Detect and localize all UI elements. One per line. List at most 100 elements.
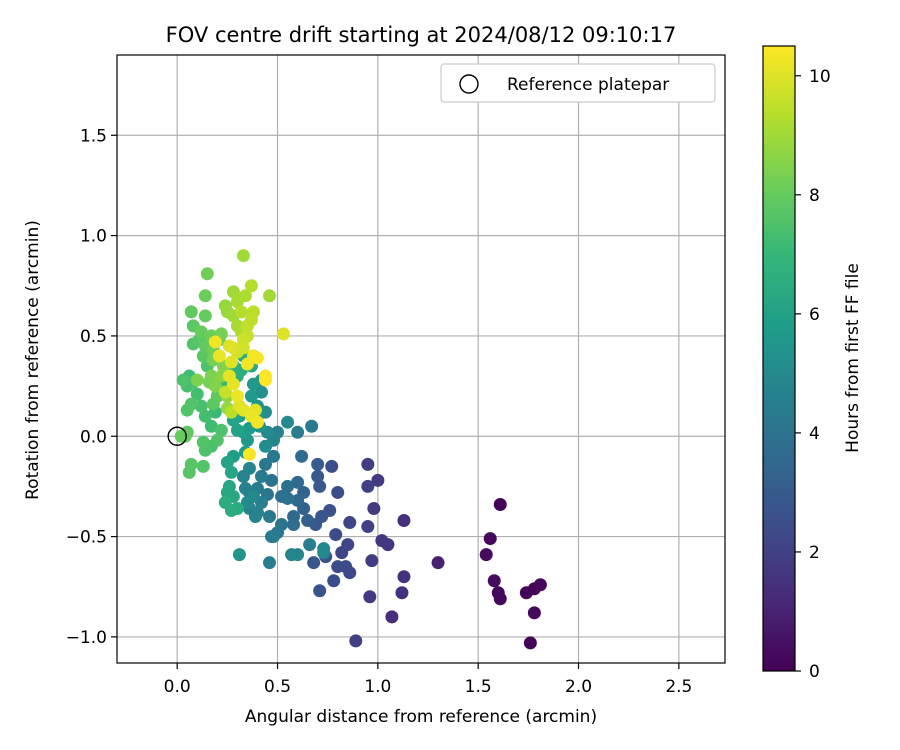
colorbar-tick-label: 8 xyxy=(809,186,820,206)
scatter-point xyxy=(226,377,240,391)
y-axis-label: Rotation from reference (arcmin) xyxy=(23,220,43,500)
scatter-point xyxy=(367,501,381,515)
y-tick-label: 0.0 xyxy=(80,427,107,447)
scatter-point xyxy=(275,489,289,503)
scatter-point xyxy=(176,373,190,387)
scatter-point xyxy=(349,634,363,648)
scatter-point xyxy=(343,516,357,530)
x-tick-label: 2.5 xyxy=(665,677,692,697)
legend-reference-label: Reference platepar xyxy=(507,75,669,95)
x-axis-label: Angular distance from reference (arcmin) xyxy=(245,707,597,727)
scatter-point xyxy=(263,510,277,524)
scatter-point xyxy=(184,305,198,319)
scatter-point xyxy=(487,574,501,588)
scatter-point xyxy=(307,556,321,570)
scatter-point xyxy=(335,546,349,560)
scatter-point xyxy=(303,538,317,552)
scatter-point xyxy=(329,528,343,542)
scatter-point xyxy=(385,610,399,624)
scatter-point xyxy=(361,520,375,534)
x-tick-label: 1.0 xyxy=(364,677,391,697)
scatter-point xyxy=(331,560,345,574)
scatter-point xyxy=(287,518,301,532)
scatter-point xyxy=(483,532,497,546)
legend: Reference platepar xyxy=(440,63,716,103)
scatter-point xyxy=(258,457,272,471)
x-tick-label: 0.5 xyxy=(264,677,291,697)
scatter-point xyxy=(291,475,305,489)
scatter-point xyxy=(311,457,325,471)
scatter-point xyxy=(218,385,232,399)
scatter-point xyxy=(265,473,279,487)
reference-platepar-marker xyxy=(167,426,187,446)
scatter-point xyxy=(182,465,196,479)
scatter-point xyxy=(277,327,291,341)
colorbar-label: Hours from first FF file xyxy=(843,263,863,453)
scatter-point xyxy=(204,369,218,383)
scatter-point xyxy=(395,586,409,600)
scatter-point xyxy=(230,423,244,437)
scatter-point xyxy=(493,592,507,606)
scatter-point xyxy=(190,373,204,387)
scatter-point xyxy=(200,267,214,281)
y-tick-label: 1.5 xyxy=(80,126,107,146)
scatter-point xyxy=(311,469,325,483)
scatter-point xyxy=(281,415,295,429)
scatter-point xyxy=(363,590,377,604)
x-tick-label: 0.0 xyxy=(164,677,191,697)
chart-title: FOV centre drift starting at 2024/08/12 … xyxy=(166,23,677,47)
scatter-point xyxy=(240,319,254,333)
scatter-point xyxy=(375,534,389,548)
scatter-point xyxy=(244,389,258,403)
scatter-point xyxy=(263,556,277,570)
scatter-point xyxy=(230,389,244,403)
scatter-point xyxy=(254,469,268,483)
scatter-point xyxy=(254,385,268,399)
scatter-point xyxy=(331,485,345,499)
scatter-point xyxy=(214,423,228,437)
scatter-point xyxy=(533,578,547,592)
scatter-point xyxy=(246,377,260,391)
scatter-point xyxy=(250,415,264,429)
scatter-point xyxy=(234,305,248,319)
scatter-point xyxy=(258,373,272,387)
scatter-point xyxy=(301,514,315,528)
scatter-point xyxy=(240,495,254,509)
y-tick-label: −0.5 xyxy=(66,528,107,548)
scatter-point xyxy=(313,479,327,493)
scatter-point xyxy=(190,387,204,401)
scatter-point xyxy=(361,479,375,493)
scatter-point xyxy=(242,461,256,475)
scatter-point xyxy=(327,574,341,588)
scatter-point xyxy=(527,606,541,620)
colorbar-tick-label: 6 xyxy=(809,305,820,325)
scatter-point xyxy=(244,279,258,293)
x-tick-label: 2.0 xyxy=(565,677,592,697)
scatter-point xyxy=(291,548,305,562)
scatter-point xyxy=(194,399,208,413)
scatter-point xyxy=(317,542,331,556)
colorbar xyxy=(762,45,796,672)
scatter-point xyxy=(222,339,236,353)
scatter-point xyxy=(371,473,385,487)
scatter-point xyxy=(343,566,357,580)
scatter-point xyxy=(305,419,319,433)
scatter-point xyxy=(198,409,212,423)
scatter-point xyxy=(267,449,281,463)
scatter-point xyxy=(281,479,295,493)
y-tick-label: 1.0 xyxy=(80,227,107,247)
scatter-point xyxy=(194,325,208,339)
scatter-point xyxy=(238,481,252,495)
scatter-point xyxy=(365,554,379,568)
scatter-point xyxy=(523,636,537,650)
scatter-point xyxy=(210,433,224,447)
colorbar-tick-label: 2 xyxy=(809,543,820,563)
colorbar-ticks: 0 2 4 6 8 10 xyxy=(795,67,831,682)
scatter-point xyxy=(291,425,305,439)
legend-reference-marker xyxy=(459,74,479,94)
scatter-point xyxy=(218,495,232,509)
scatter-point xyxy=(361,457,375,471)
scatter-point xyxy=(220,455,234,469)
scatter-point xyxy=(196,349,210,363)
scatter-point xyxy=(397,514,411,528)
